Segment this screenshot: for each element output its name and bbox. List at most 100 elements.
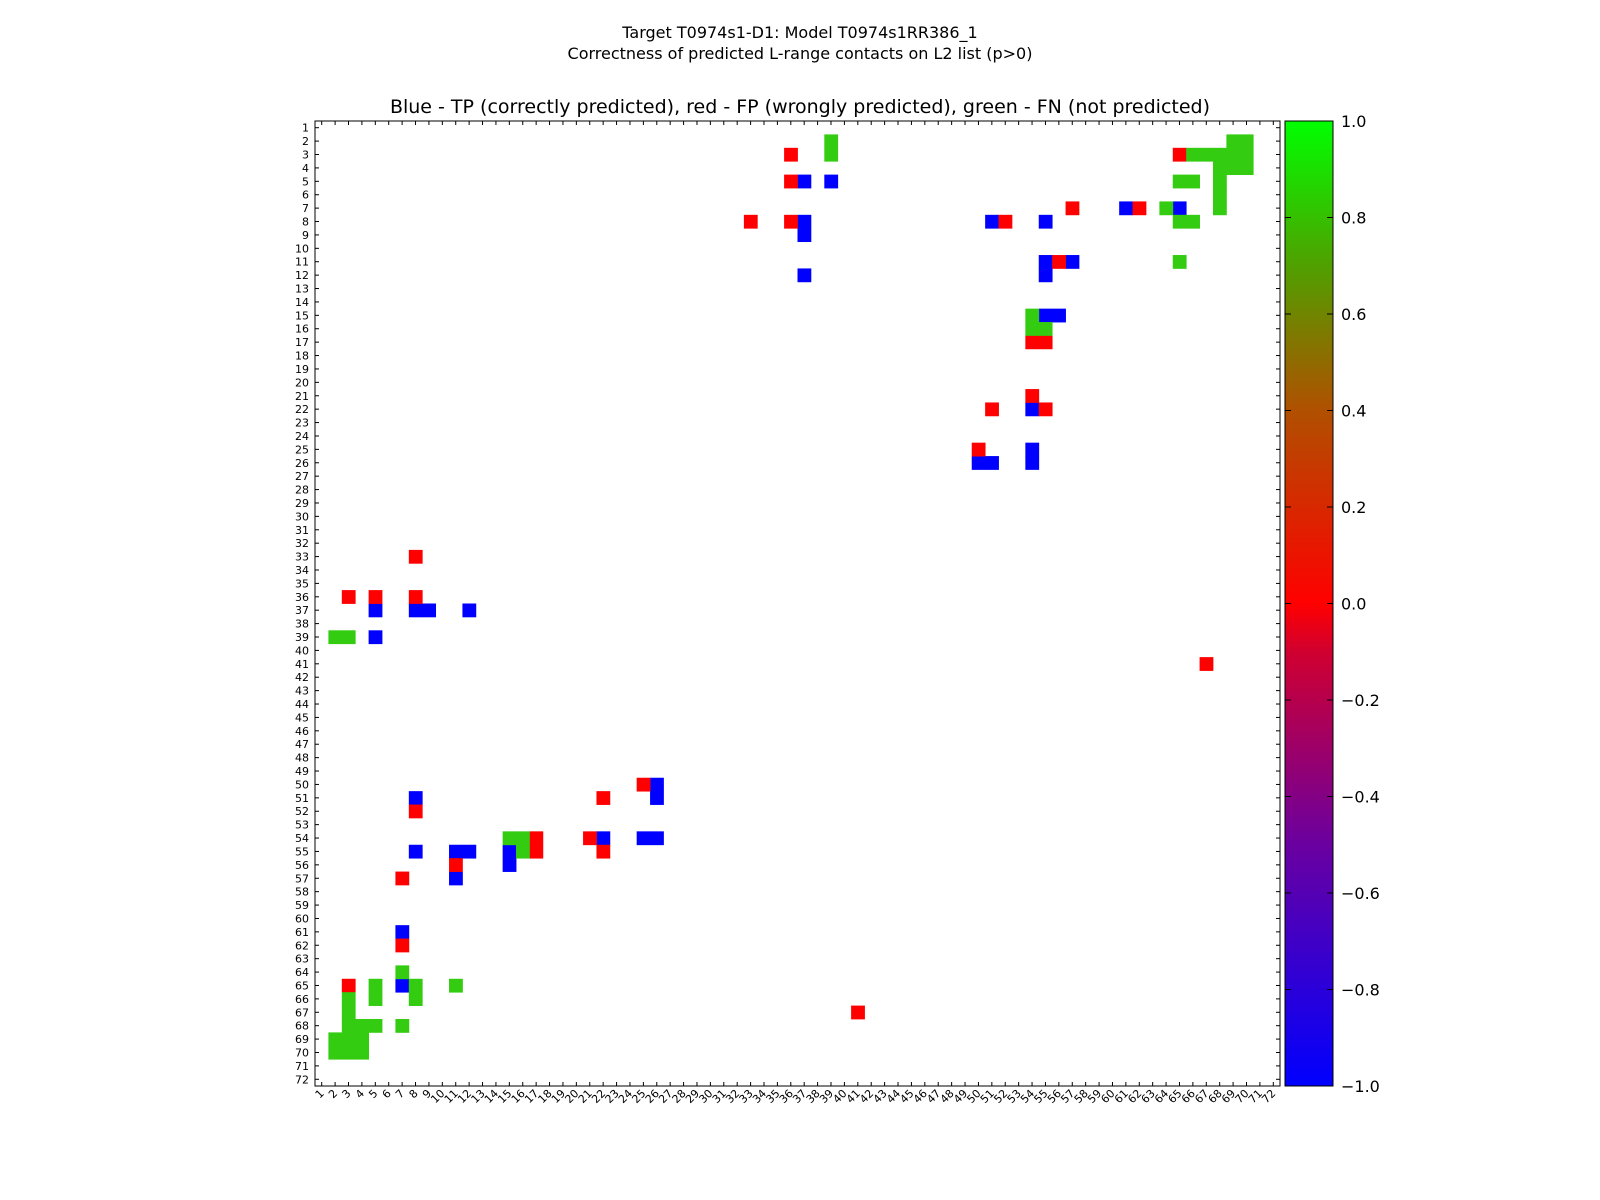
cell-fp [743, 214, 758, 229]
cell-tp [797, 228, 812, 243]
cell-fn [341, 992, 356, 1006]
y-tick-label: 5 [302, 175, 309, 188]
y-tick-label: 4 [302, 162, 309, 175]
y-tick-label: 44 [295, 698, 309, 711]
y-tick-label: 16 [295, 323, 309, 336]
y-tick-label: 38 [295, 618, 309, 631]
cell-tp [824, 174, 839, 189]
cell-fn [341, 1018, 356, 1033]
y-tick-label: 28 [295, 484, 309, 497]
y-tick-label: 1 [302, 122, 309, 135]
cell-fn [516, 844, 530, 859]
plot-area [315, 121, 1280, 1086]
x-tick-label: 7 [393, 1087, 407, 1101]
colorbar-tick-label: 0.8 [1341, 209, 1366, 228]
cell-fn [502, 831, 517, 846]
x-tick-label: 4 [353, 1087, 367, 1101]
cell-fn [1186, 147, 1200, 162]
cell-fn [1226, 161, 1241, 176]
cell-fp [368, 590, 383, 604]
cell-fn [395, 965, 410, 980]
cell-fn [824, 134, 839, 149]
y-tick-label: 53 [295, 819, 309, 832]
cell-tp [650, 831, 664, 846]
plot-frame [314, 120, 1281, 1087]
cell-fp [1199, 657, 1214, 671]
y-tick-label: 27 [295, 470, 309, 483]
cell-fp [784, 174, 798, 189]
x-tick-label: 2 [326, 1087, 340, 1101]
colorbar-tick-label: −0.4 [1341, 788, 1380, 807]
colorbar-tick-label: −1.0 [1341, 1077, 1380, 1096]
plot-title: Blue - TP (correctly predicted), red - F… [390, 96, 1210, 118]
cell-tp [502, 844, 517, 859]
cell-tp [596, 831, 611, 846]
cell-fp [1065, 201, 1080, 216]
y-tick-label: 11 [295, 256, 309, 269]
chart-subtitle: Correctness of predicted L-range contact… [568, 44, 1033, 63]
y-tick-label: 49 [295, 765, 309, 778]
cell-fp [636, 777, 651, 792]
y-tick-label: 29 [295, 497, 309, 510]
cell-fp [784, 214, 798, 229]
y-tick-label: 12 [295, 269, 309, 282]
cell-fn [368, 978, 383, 993]
cell-fn [395, 1018, 410, 1033]
y-tick-label: 64 [295, 966, 309, 979]
chart-title: Target T0974s1-D1: Model T0974s1RR386_1 [621, 23, 977, 43]
cell-tp [449, 871, 463, 886]
cell-fn [516, 831, 530, 846]
y-tick-label: 58 [295, 886, 309, 899]
cell-fp [1025, 335, 1040, 350]
cell-fp [998, 214, 1013, 229]
cell-fn [449, 978, 463, 993]
y-tick-label: 67 [295, 1006, 309, 1019]
cell-fn [341, 1045, 356, 1060]
cell-fn [328, 1045, 343, 1060]
colorbar-tick-label: 0.4 [1341, 402, 1366, 421]
cell-fp [408, 590, 423, 604]
y-tick-label: 33 [295, 551, 309, 564]
cell-fn [355, 1032, 370, 1047]
cell-fn [328, 1032, 343, 1047]
y-tick-label: 22 [295, 403, 309, 416]
cell-fp [408, 549, 423, 564]
cell-fp [529, 844, 544, 859]
cell-tp [502, 858, 517, 872]
cell-fn [355, 1018, 370, 1033]
x-tick-label: 72 [1259, 1087, 1278, 1106]
y-tick-label: 54 [295, 832, 309, 845]
cell-fn [1226, 147, 1241, 162]
cell-fp [596, 844, 611, 859]
cell-tp [636, 831, 651, 846]
cell-fp [341, 978, 356, 993]
y-tick-label: 43 [295, 685, 309, 698]
cell-tp [395, 925, 410, 939]
x-tick-label: 6 [380, 1087, 394, 1101]
y-tick-label: 72 [295, 1073, 309, 1086]
cell-fp [1025, 389, 1040, 403]
colorbar-ticks: 1.0 0.8 0.6 0.4 0.2 0.0 −0.2 −0.4 −0.6 −0.8 −1.0 [1285, 112, 1380, 1096]
y-tick-label: 59 [295, 899, 309, 912]
cell-fp [341, 590, 356, 604]
cell-tp [1119, 201, 1133, 216]
y-tick-label: 9 [302, 229, 309, 242]
x-tick-label: 8 [407, 1087, 421, 1101]
cell-tp [1038, 308, 1053, 323]
cell-fn [1186, 214, 1200, 229]
cell-tp [1025, 456, 1040, 470]
cell-fn [1239, 134, 1254, 149]
y-tick-label: 41 [295, 658, 309, 671]
cell-tp [422, 603, 437, 618]
cell-tp [971, 456, 986, 470]
y-tick-label: 51 [295, 792, 309, 805]
y-tick-label: 56 [295, 859, 309, 872]
cell-tp [368, 630, 383, 645]
y-tick-label: 42 [295, 671, 309, 684]
y-tick-label: 71 [295, 1060, 309, 1073]
y-tick-label: 10 [295, 242, 309, 255]
y-tick-label: 62 [295, 939, 309, 952]
y-tick-label: 17 [295, 336, 309, 349]
cell-tp [1038, 268, 1053, 283]
cell-tp [1038, 214, 1053, 229]
